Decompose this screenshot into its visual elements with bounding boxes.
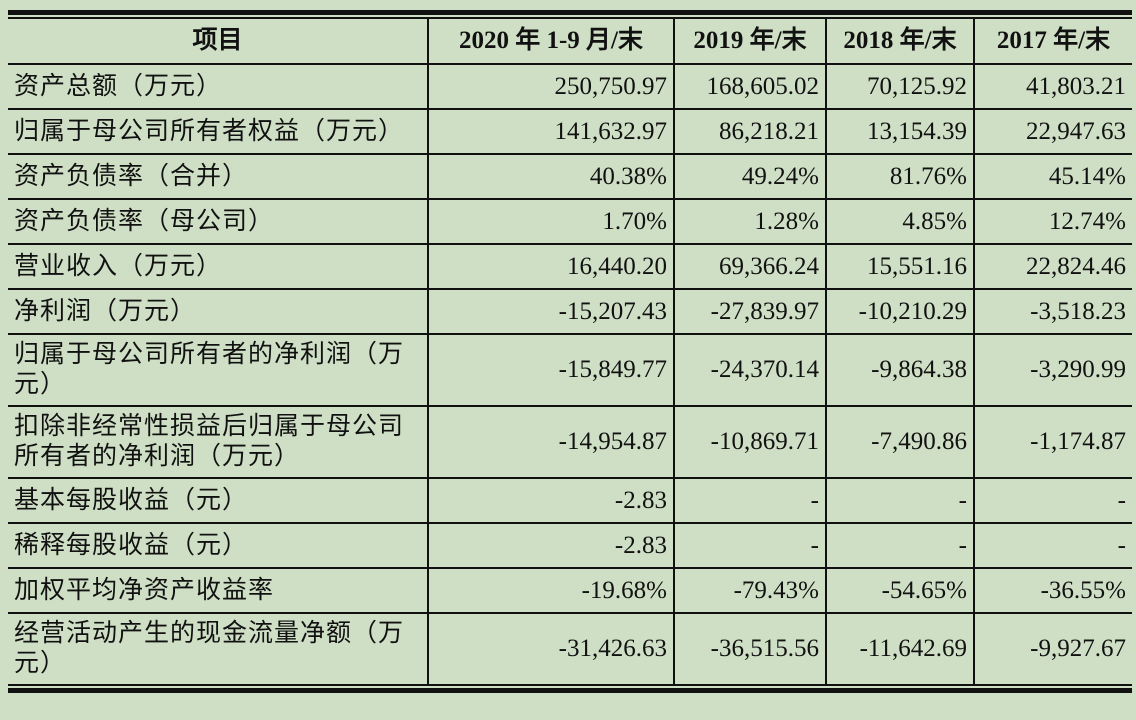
value-cell: 70,125.92 xyxy=(825,63,975,110)
table-row: 加权平均净资产收益率 -19.68% -79.43% -54.65% -36.55% xyxy=(8,567,1132,614)
row-label: 资产负债率（母公司） xyxy=(8,198,429,245)
row-label: 经营活动产生的现金流量净额（万元） xyxy=(8,612,429,684)
value-cell: -15,207.43 xyxy=(427,288,675,335)
table-row: 稀释每股收益（元） -2.83- - - xyxy=(8,522,1132,569)
value-cell: 1.70% xyxy=(427,198,675,245)
table-row: 经营活动产生的现金流量净额（万元） -31,426.63 -36,515.56 -11… xyxy=(8,612,1132,684)
value-cell: -14,954.87 xyxy=(427,405,675,479)
header-item: 项目 xyxy=(8,19,429,65)
value-cell: 12.74% xyxy=(973,198,1132,245)
value-cell: 69,366.24 xyxy=(673,243,827,290)
value-cell: -2.83 xyxy=(427,477,675,524)
value-cell: -54.65% xyxy=(825,567,975,614)
value-cell: - xyxy=(673,477,827,524)
value-cell: -3,518.23 xyxy=(973,288,1132,335)
bottom-thick-rule xyxy=(8,688,1132,693)
value-cell: 49.24% xyxy=(673,153,827,200)
value-cell: 41,803.21 xyxy=(973,63,1132,110)
header-2019: 2019 年/末 xyxy=(673,19,827,65)
row-label: 扣除非经常性损益后归属于母公司所有者的净利润（万元） xyxy=(8,405,429,479)
value-cell: -36,515.56 xyxy=(673,612,827,684)
value-cell: 15,551.16 xyxy=(825,243,975,290)
value-cell: 13,154.39 xyxy=(825,108,975,155)
value-cell: 1.28% xyxy=(673,198,827,245)
value-cell: 4.85% xyxy=(825,198,975,245)
row-label: 稀释每股收益（元） xyxy=(8,522,429,569)
value-cell: -9,864.38 xyxy=(825,333,975,407)
header-row: 项目 2020 年 1-9 月/末 2019 年/末 2018 年/末 2017… xyxy=(8,19,1132,65)
header-2018: 2018 年/末 xyxy=(825,19,975,65)
value-cell: - xyxy=(825,477,975,524)
value-cell: -7,490.86 xyxy=(825,405,975,479)
financial-table-container: 项目 2020 年 1-9 月/末 2019 年/末 2018 年/末 2017… xyxy=(8,10,1132,693)
value-cell: -19.68% xyxy=(427,567,675,614)
value-cell: 168,605.02 xyxy=(673,63,827,110)
table-row: 基本每股收益（元） -2.83- - - xyxy=(8,477,1132,524)
row-label: 营业收入（万元） xyxy=(8,243,429,290)
table-row: 资产总额（万元） 250,750.97 168,605.02 70,125.92 41,… xyxy=(8,63,1132,110)
value-cell: 250,750.97 xyxy=(427,63,675,110)
row-label: 资产负债率（合并） xyxy=(8,153,429,200)
value-cell: -9,927.67 xyxy=(973,612,1132,684)
table-row: 归属于母公司所有者的净利润（万元） -15,849.77 -24,370.14 -9,… xyxy=(8,333,1132,407)
row-label: 归属于母公司所有者权益（万元） xyxy=(8,108,429,155)
value-cell: 86,218.21 xyxy=(673,108,827,155)
value-cell: 45.14% xyxy=(973,153,1132,200)
value-cell: -24,370.14 xyxy=(673,333,827,407)
value-cell: 16,440.20 xyxy=(427,243,675,290)
value-cell: - xyxy=(673,522,827,569)
value-cell: 40.38% xyxy=(427,153,675,200)
value-cell: - xyxy=(973,522,1132,569)
header-2017: 2017 年/末 xyxy=(973,19,1132,65)
value-cell: -10,210.29 xyxy=(825,288,975,335)
value-cell: -11,642.69 xyxy=(825,612,975,684)
top-thick-rule xyxy=(8,10,1132,15)
bottom-thin-rule xyxy=(8,684,1132,686)
value-cell: -1,174.87 xyxy=(973,405,1132,479)
value-cell: 141,632.97 xyxy=(427,108,675,155)
value-cell: -10,869.71 xyxy=(673,405,827,479)
header-2020: 2020 年 1-9 月/末 xyxy=(427,19,675,65)
value-cell: -2.83 xyxy=(427,522,675,569)
value-cell: -31,426.63 xyxy=(427,612,675,684)
value-cell: 22,824.46 xyxy=(973,243,1132,290)
row-label: 净利润（万元） xyxy=(8,288,429,335)
row-label: 基本每股收益（元） xyxy=(8,477,429,524)
value-cell: - xyxy=(973,477,1132,524)
value-cell: 81.76% xyxy=(825,153,975,200)
value-cell: -27,839.97 xyxy=(673,288,827,335)
table-row: 扣除非经常性损益后归属于母公司所有者的净利润（万元） -14,954.87 -10,… xyxy=(8,405,1132,479)
table-row: 营业收入（万元） 16,440.20 69,366.24 15,551.16 22,82… xyxy=(8,243,1132,290)
value-cell: -3,290.99 xyxy=(973,333,1132,407)
financial-summary-table: 项目 2020 年 1-9 月/末 2019 年/末 2018 年/末 2017… xyxy=(8,19,1132,684)
table-row: 资产负债率（母公司） 1.70% 1.28% 4.85% 12.74% xyxy=(8,198,1132,245)
value-cell: - xyxy=(825,522,975,569)
table-row: 归属于母公司所有者权益（万元） 141,632.97 86,218.21 13,154… xyxy=(8,108,1132,155)
value-cell: -79.43% xyxy=(673,567,827,614)
value-cell: -36.55% xyxy=(973,567,1132,614)
table-row: 净利润（万元） -15,207.43 -27,839.97 -10,210.29 -3,… xyxy=(8,288,1132,335)
value-cell: -15,849.77 xyxy=(427,333,675,407)
row-label: 加权平均净资产收益率 xyxy=(8,567,429,614)
value-cell: 22,947.63 xyxy=(973,108,1132,155)
top-thin-rule xyxy=(8,17,1132,19)
row-label: 归属于母公司所有者的净利润（万元） xyxy=(8,333,429,407)
row-label: 资产总额（万元） xyxy=(8,63,429,110)
table-row: 资产负债率（合并） 40.38% 49.24% 81.76% 45.14% xyxy=(8,153,1132,200)
